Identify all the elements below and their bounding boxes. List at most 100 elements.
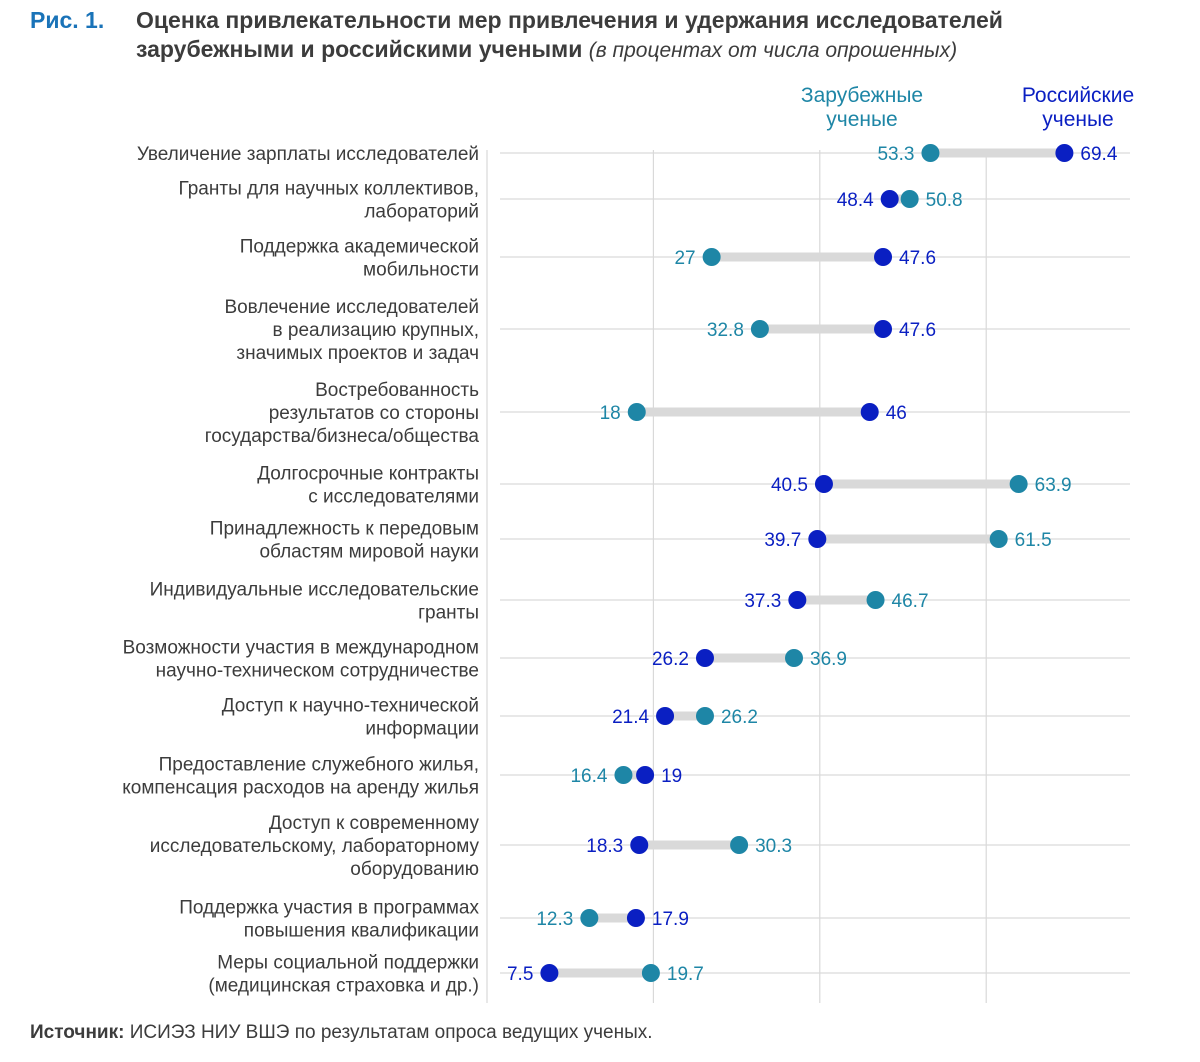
russian-value-label: 21.4 — [612, 707, 649, 728]
chart-row: Меры социальной поддержки(медицинская ст… — [208, 953, 1130, 997]
category-label-line: Востребованность — [315, 380, 479, 401]
category-label-line: Вовлечение исследователей — [224, 297, 479, 318]
title-line-2: зарубежными и российскими учеными — [136, 36, 583, 62]
legend-foreign-line-2: ученые — [826, 108, 898, 131]
category-label-line: (медицинская страховка и др.) — [208, 976, 479, 997]
foreign-dot — [695, 707, 714, 725]
russian-dot — [874, 248, 893, 266]
russian-value-label: 40.5 — [771, 475, 808, 496]
foreign-value-label: 61.5 — [1015, 530, 1052, 551]
chart-row: Предоставление служебного жилья,компенса… — [122, 755, 1130, 799]
legend-foreign-line-1: Зарубежные — [801, 84, 923, 107]
chart-row: Доступ к современномуисследовательскому,… — [150, 813, 1130, 880]
russian-value-label: 69.4 — [1080, 144, 1117, 165]
category-label-line: научно-техническом сотрудничестве — [156, 661, 479, 682]
source-note: Источник: ИСИЭЗ НИУ ВШЭ по результатам о… — [30, 1022, 653, 1044]
category-label-line: значимых проектов и задач — [236, 343, 479, 364]
russian-dot — [656, 707, 675, 725]
russian-dot — [880, 190, 899, 208]
russian-value-label: 18.3 — [586, 836, 623, 857]
legend-russian-line-2: ученые — [1042, 108, 1114, 131]
category-label-line: оборудованию — [350, 859, 479, 880]
foreign-dot — [1009, 475, 1028, 493]
foreign-dot — [730, 836, 749, 854]
foreign-value-label: 26.2 — [721, 707, 758, 728]
russian-dot — [1055, 144, 1074, 162]
russian-dot — [788, 591, 807, 609]
russian-dot — [626, 909, 645, 927]
category-label-line: Индивидуальные исследовательские — [150, 580, 479, 601]
title-line-1: Оценка привлекательности мер привлечения… — [136, 7, 1003, 33]
category-label-line: Поддержка участия в программах — [179, 898, 479, 919]
foreign-value-label: 50.8 — [926, 190, 963, 211]
category-label-line: повышения квалификации — [244, 921, 479, 942]
figure-title: Рис. 1. Оценка привлекательности мер прив… — [30, 6, 1190, 65]
russian-value-label: 48.4 — [837, 190, 874, 211]
category-label-line: Возможности участия в международном — [123, 638, 479, 659]
category-label-line: в реализацию крупных, — [273, 320, 479, 341]
category-label-line: гранты — [418, 603, 479, 624]
russian-dot — [540, 964, 559, 982]
category-label-line: с исследователями — [308, 487, 479, 508]
foreign-value-label: 12.3 — [536, 909, 573, 930]
chart-row: Поддержка участия в программахповышения … — [179, 898, 1130, 942]
foreign-value-label: 27 — [674, 248, 695, 269]
category-label-line: Поддержка академической — [240, 237, 479, 258]
foreign-dot — [900, 190, 919, 208]
category-label-line: результатов со стороны — [269, 403, 479, 424]
category-label-line: Принадлежность к передовым — [210, 519, 479, 540]
category-label-line: Доступ к современному — [269, 813, 480, 834]
russian-dot — [630, 836, 649, 854]
foreign-value-label: 53.3 — [877, 144, 914, 165]
figure-number: Рис. 1. — [30, 7, 105, 33]
foreign-value-label: 19.7 — [667, 964, 704, 985]
category-label-line: Меры социальной поддержки — [217, 953, 479, 974]
foreign-dot — [866, 591, 885, 609]
title-unit-note: (в процентах от числа опрошенных) — [588, 39, 958, 62]
foreign-dot — [702, 248, 721, 266]
chart-row: Увеличение зарплаты исследователей 53.3 69… — [137, 144, 1130, 165]
russian-value-label: 47.6 — [899, 248, 936, 269]
foreign-dot — [627, 403, 646, 421]
category-label-line: информации — [365, 719, 479, 740]
russian-dot — [860, 403, 879, 421]
russian-value-label: 47.6 — [899, 320, 936, 341]
russian-value-label: 17.9 — [652, 909, 689, 930]
foreign-value-label: 32.8 — [707, 320, 744, 341]
foreign-value-label: 18 — [600, 403, 621, 424]
russian-value-label: 19 — [661, 766, 682, 787]
russian-value-label: 39.7 — [764, 530, 801, 551]
russian-value-label: 7.5 — [507, 964, 533, 985]
russian-value-label: 26.2 — [652, 649, 689, 670]
foreign-dot — [614, 766, 633, 784]
russian-value-label: 46 — [886, 403, 907, 424]
source-label: Источник: — [30, 1022, 125, 1043]
category-label-line: исследовательскому, лабораторному — [150, 836, 480, 857]
russian-dot — [636, 766, 655, 784]
chart-row: Гранты для научных коллективов,лаборатор… — [179, 179, 1130, 223]
foreign-value-label: 16.4 — [570, 766, 607, 787]
category-label-line: Увеличение зарплаты исследователей — [137, 144, 479, 165]
category-label-line: Доступ к научно-технической — [222, 696, 479, 717]
foreign-dot — [641, 964, 660, 982]
category-label-line: Предоставление служебного жилья, — [159, 755, 479, 776]
category-label-line: государства/бизнеса/общества — [205, 426, 480, 447]
category-label-line: Гранты для научных коллективов, — [179, 179, 479, 200]
foreign-value-label: 63.9 — [1035, 475, 1072, 496]
chart-row: Возможности участия в международномнаучн… — [123, 638, 1130, 682]
russian-dot — [874, 320, 893, 338]
category-label-line: областям мировой науки — [259, 542, 479, 563]
foreign-dot — [921, 144, 940, 162]
category-label-line: Долгосрочные контракты — [257, 464, 479, 485]
legend-russian-line-1: Российские — [1022, 84, 1134, 107]
foreign-dot — [785, 649, 804, 667]
